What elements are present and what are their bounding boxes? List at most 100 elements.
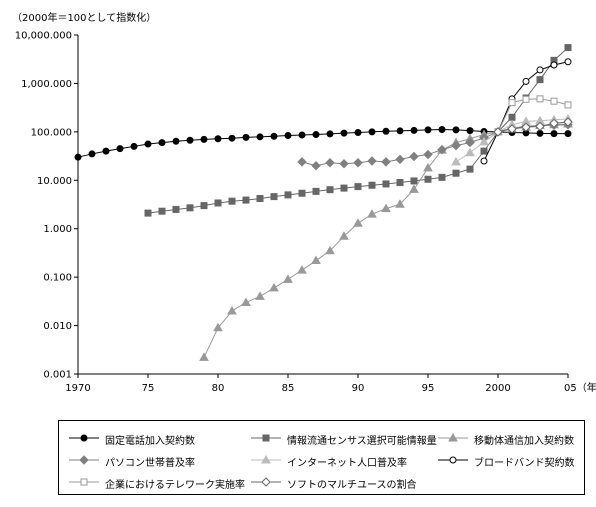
data-point	[367, 209, 377, 218]
x-tick-label: 2000	[485, 383, 510, 394]
data-point	[536, 66, 544, 74]
data-point	[256, 133, 264, 141]
data-point	[242, 133, 250, 141]
data-point	[256, 195, 264, 203]
data-point	[340, 184, 348, 192]
data-point	[452, 169, 460, 177]
data-point	[228, 134, 236, 142]
data-point	[340, 129, 348, 137]
legend-item-mobile: 移動体通信加入契約数	[436, 431, 586, 447]
data-point	[326, 130, 334, 138]
legend-item-multiuse: ソフトのマルチユースの割合	[249, 475, 449, 491]
data-point	[326, 186, 334, 194]
data-point	[199, 352, 209, 361]
legend-swatch-marker	[80, 434, 88, 442]
data-point	[270, 132, 278, 140]
legend-swatch-marker	[79, 455, 89, 465]
axis-ticks: 10,000.000 1,000.000 100.000 10.000 1.000 0.1…	[15, 31, 596, 395]
data-point	[158, 207, 166, 215]
data-point	[382, 180, 390, 188]
x-tick-label: 90	[352, 383, 365, 394]
data-point	[367, 156, 377, 166]
data-point	[466, 165, 474, 173]
data-point	[522, 77, 530, 85]
chart-plot: 10,000.000 1,000.000 100.000 10.000 1.000 0.1…	[15, 31, 596, 395]
x-tick-label: 95	[422, 383, 435, 394]
data-point	[451, 156, 461, 166]
data-point	[312, 187, 320, 195]
data-point	[410, 177, 418, 185]
data-point	[130, 142, 138, 150]
legend-item-broadband: ブロードバンド契約数	[436, 453, 586, 469]
legend-swatch	[251, 477, 281, 487]
data-point	[297, 265, 307, 274]
data-point	[311, 255, 321, 265]
series-2	[199, 119, 573, 361]
series-6	[494, 95, 572, 136]
data-point	[423, 162, 433, 172]
legend-swatch-marker	[262, 434, 270, 442]
data-point	[410, 126, 418, 134]
data-point	[409, 151, 419, 162]
data-point	[172, 137, 180, 145]
series-3	[297, 120, 573, 171]
x-tick-label: 1970	[65, 383, 90, 394]
legend-swatch	[438, 456, 468, 464]
data-point	[508, 99, 516, 107]
data-point	[368, 128, 376, 136]
data-point	[508, 113, 516, 121]
data-point	[311, 161, 321, 171]
series-line	[483, 61, 569, 162]
y-tick-label: 1,000.000	[21, 79, 72, 90]
data-point	[312, 131, 320, 139]
data-point	[395, 154, 405, 165]
data-point	[536, 76, 544, 84]
data-point	[521, 122, 531, 132]
legend-swatch	[69, 434, 99, 442]
y-tick-label: 100.000	[31, 127, 72, 138]
legend-item-telework: 企業におけるテレワーク実施率	[67, 475, 247, 491]
data-point	[186, 136, 194, 144]
legend-swatch-marker	[448, 432, 458, 442]
data-point	[339, 231, 349, 240]
index-note: （2000年＝100として指数化）	[12, 13, 157, 24]
x-tick-label: 80	[212, 383, 225, 394]
data-point	[466, 127, 474, 135]
x-tick-label: 05（年）	[564, 381, 596, 394]
y-tick-label: 1.000	[43, 224, 72, 235]
data-point	[479, 136, 489, 146]
data-point	[438, 173, 446, 181]
data-point	[88, 150, 96, 158]
y-tick-label: 0.001	[43, 370, 72, 381]
data-point	[423, 149, 433, 160]
legend-swatch	[438, 432, 468, 442]
data-point	[395, 199, 405, 208]
legend: 固定電話加入契約数 情報流通センサス選択可能情報量 移動体通信加入契約数 パソコ…	[58, 420, 585, 495]
y-tick-label: 0.010	[43, 321, 72, 332]
data-point	[536, 129, 544, 137]
x-tick-label: 75	[142, 383, 155, 394]
data-point	[158, 139, 166, 147]
data-point	[228, 197, 236, 205]
plot-frame	[77, 35, 568, 375]
data-point	[200, 202, 208, 210]
legend-item-pc-household: パソコン世帯普及率	[67, 453, 247, 469]
data-point	[227, 305, 237, 315]
data-point	[270, 193, 278, 201]
series-7	[493, 117, 573, 137]
data-point	[186, 204, 194, 212]
data-point	[564, 130, 572, 138]
data-point	[255, 291, 265, 300]
data-point	[564, 101, 572, 109]
data-point	[269, 282, 279, 292]
data-point	[213, 322, 223, 332]
data-point	[74, 153, 82, 161]
legend-item-info-volume: 情報流通センサス選択可能情報量	[249, 431, 449, 447]
data-point	[172, 205, 180, 213]
data-point	[437, 144, 447, 155]
data-point	[536, 95, 544, 103]
data-point	[564, 58, 572, 66]
data-point	[297, 157, 307, 167]
data-point	[354, 128, 362, 136]
data-point	[465, 137, 475, 148]
